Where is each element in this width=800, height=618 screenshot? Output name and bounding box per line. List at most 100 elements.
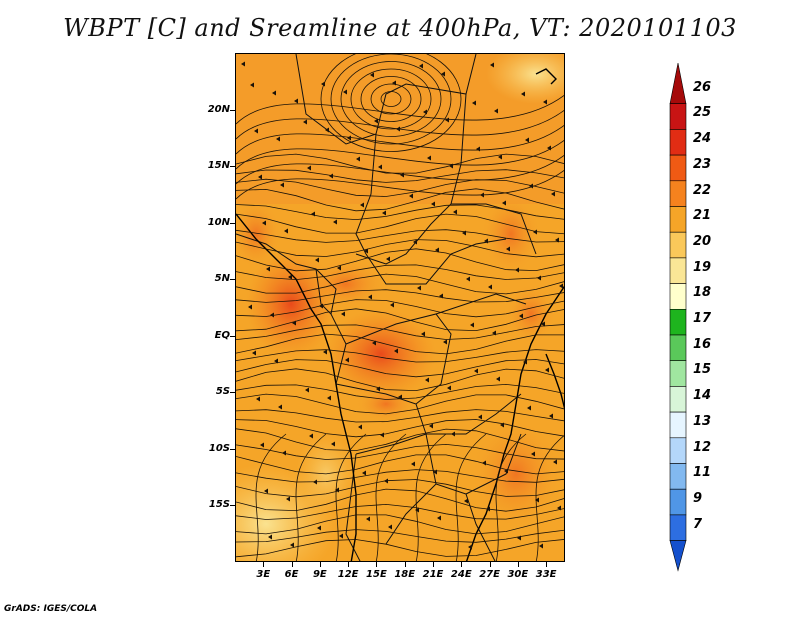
streamline-arrow [451,431,455,437]
x-tick [376,562,378,567]
colorbar-label: 16 [693,336,712,352]
colorbar-label: 25 [693,105,712,121]
streamline [340,61,442,137]
x-tick [319,562,321,567]
y-tick [230,279,235,281]
streamline [236,229,564,243]
streamline-arrow [368,294,372,300]
streamline-arrow [315,257,319,263]
streamline-arrow [525,137,529,143]
streamline [415,433,447,561]
streamline [236,169,564,183]
streamline [236,503,564,520]
streamline [535,435,564,561]
streamline-arrow [415,507,419,513]
colorbar-segment [669,206,687,233]
streamline [236,248,564,272]
streamline-arrow [366,516,370,522]
streamline-arrow [264,488,268,494]
streamline-arrow [292,320,296,326]
y-tick-label: 15S [208,499,230,511]
streamline [236,94,564,125]
x-tick-label: 15E [366,569,387,580]
streamline-arrow [337,265,341,271]
streamline [455,433,487,561]
colorbar-label: 18 [693,285,712,301]
streamline-arrow [419,63,423,69]
colorbar-label: 15 [693,362,712,378]
streamline-arrow [439,293,443,299]
streamline [236,428,564,452]
streamline [255,433,287,561]
colorbar-label: 14 [693,388,712,404]
x-tick [461,562,463,567]
colorbar-segment [669,334,687,362]
x-tick [546,562,548,567]
streamline-arrow [382,210,386,216]
streamline-arrow [447,385,451,391]
streamline [236,299,564,318]
colorbar-label: 13 [693,413,712,429]
streamline-arrow [323,349,327,355]
streamline [295,433,327,561]
streamline [320,54,462,152]
streamline-arrow [343,89,347,95]
streamline [330,54,452,145]
streamline-arrow [248,304,252,310]
streamline-arrow [543,99,547,105]
streamline-arrow [527,405,531,411]
streamline [236,188,564,212]
streamline-arrow [466,276,470,282]
streamline-arrow [417,285,421,291]
streamline-arrow [294,98,298,104]
streamline-arrow [374,118,378,124]
streamline-arrow [358,424,362,430]
streamline [236,514,564,535]
streamline-arrow [478,414,482,420]
streamline-arrow [490,62,494,68]
streamline-arrow [270,312,274,318]
streamline-arrow [517,535,521,541]
map-area[interactable] [235,53,565,562]
streamline-arrow [474,368,478,374]
streamline-arrow [307,165,311,171]
x-tick-label: 3E [256,569,271,580]
streamline-arrow [360,202,364,208]
streamline-arrow [333,219,337,225]
y-tick [230,222,235,224]
streamline [360,76,422,122]
colorbar-segment [669,360,687,387]
streamline-arrow [464,498,468,504]
x-tick [348,562,350,567]
streamline-arrow [551,191,555,197]
colorbar-segment [669,386,687,413]
map-title: WBPT [C] and Sreamline at 400hPa, VT: 20… [63,14,737,42]
streamline-arrow [286,496,290,502]
streamline [236,359,564,378]
y-tick-label: EQ [214,329,230,341]
streamline-arrow [392,80,396,86]
y-tick [230,505,235,507]
streamline [236,239,564,258]
streamline [335,433,367,561]
streamline-arrow [559,283,563,289]
streamline-arrow [506,246,510,252]
streamline-arrow [321,81,325,87]
streamline-arrow [557,505,561,511]
x-tick-label: 33E [535,569,557,580]
streamline-arrow [533,229,537,235]
streamline [380,91,402,107]
streamline-arrow [258,174,262,180]
colorbar-label: 9 [693,490,703,506]
streamline-arrow [370,72,374,78]
colorbar-segment [669,103,687,130]
streamline [236,368,564,392]
streamline [236,454,564,475]
streamline-arrow [313,479,317,485]
streamline-arrow [515,267,519,273]
streamline-arrow [537,275,541,281]
streamline-arrow [480,192,484,198]
wbpt-cool-northeast [486,54,564,104]
streamline-arrow [502,200,506,206]
streamline [236,264,564,281]
